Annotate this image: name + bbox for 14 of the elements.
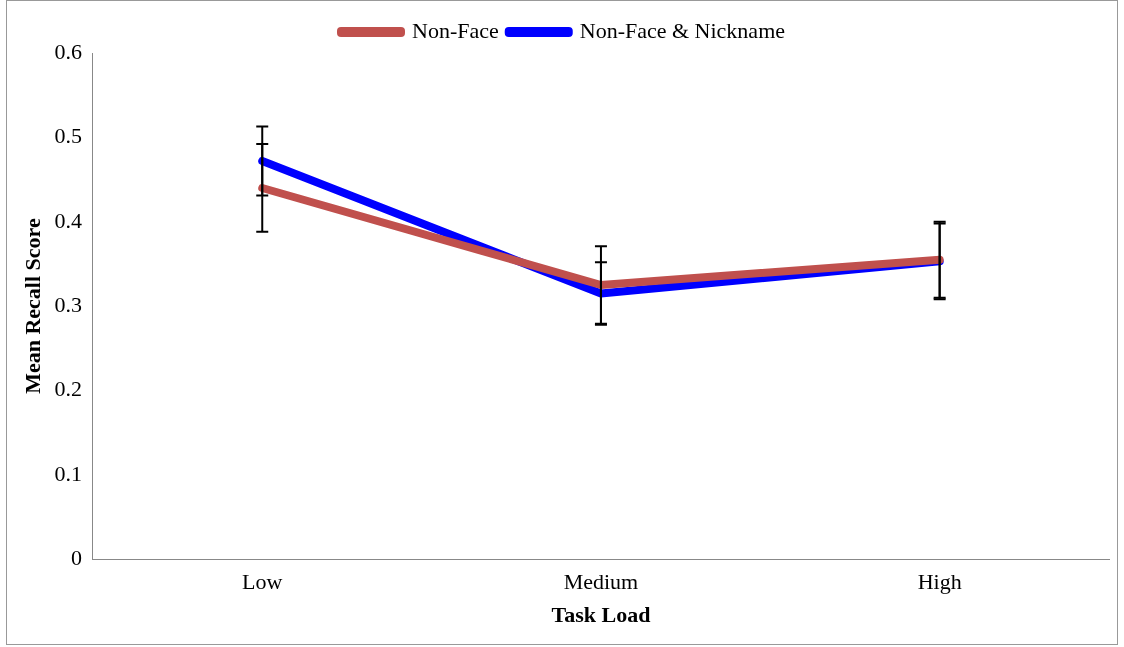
y-tick-label: 0.2 [54, 376, 82, 402]
x-tick-label: Medium [563, 569, 639, 595]
y-tick-label: 0.3 [54, 291, 82, 317]
y-tick-label: 0.6 [54, 38, 82, 64]
y-tick-label: 0 [70, 544, 82, 570]
legend-label: Non-Face & Nickname [579, 17, 786, 43]
legend-label: Non-Face [412, 17, 499, 43]
x-axis-title: Task Load [551, 602, 651, 628]
x-tick-label: High [917, 569, 962, 595]
y-tick-label: 0.5 [54, 123, 82, 149]
y-tick-label: 0.1 [54, 460, 82, 486]
x-tick-label: Low [242, 569, 283, 595]
y-axis-title: Mean Recall Score [19, 218, 45, 394]
y-tick-label: 0.4 [54, 207, 82, 233]
